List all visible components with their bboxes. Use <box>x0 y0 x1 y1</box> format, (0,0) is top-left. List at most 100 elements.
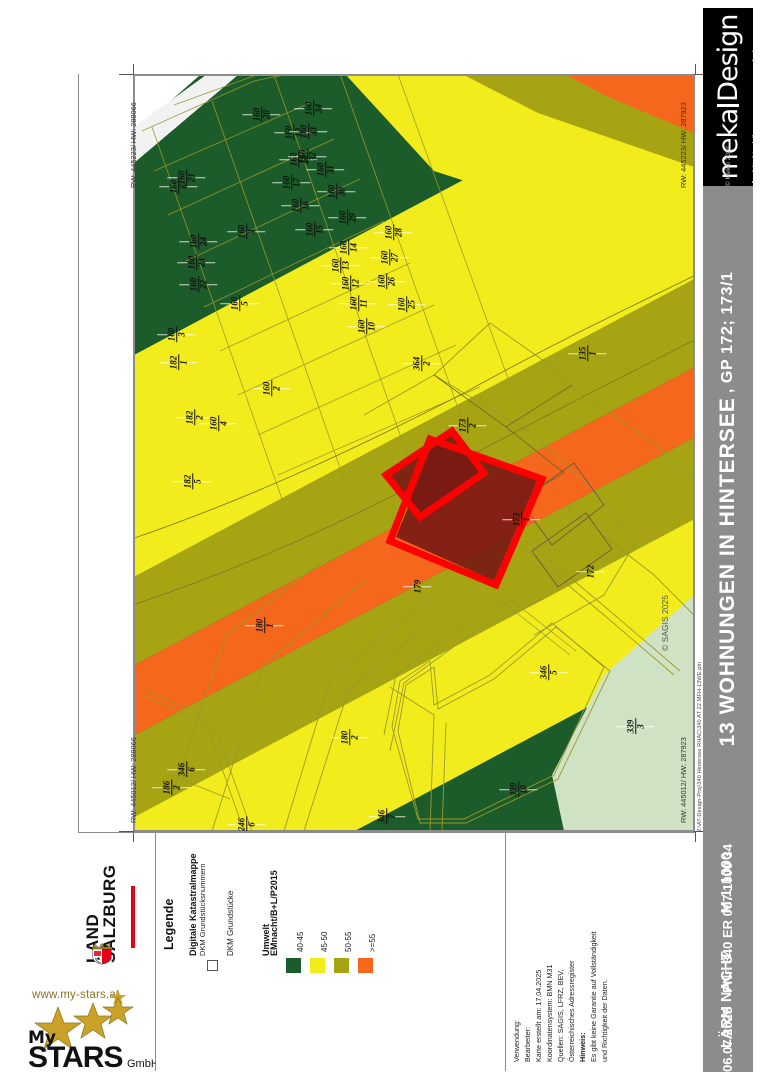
parcel-label: 160 31 <box>306 161 345 178</box>
parcel-label: 339 3 <box>616 718 655 735</box>
legend-swatch-4550 <box>310 958 325 973</box>
parcel-denominator: 10 <box>518 785 529 794</box>
parcel-label: 160 20 <box>242 106 281 123</box>
parcel-label: 160 33 <box>289 123 328 140</box>
legend-group1-item: DKM Grundstücke <box>226 890 235 956</box>
parcel-denominator: 2 <box>421 361 432 366</box>
legend-label-1: 45-50 <box>320 931 329 952</box>
coord-bottom-left: RW: 445012/ HW: 288066 <box>129 737 138 823</box>
svg-text:STARS: STARS <box>28 1041 122 1074</box>
metadata-line-2: Karte erstellt am: 17.04.2025 <box>534 969 543 1062</box>
project-parcels: , GP 172; 173/1 <box>719 271 736 394</box>
parcel-label: 339 10 <box>499 781 538 798</box>
meta-divider <box>505 833 506 1071</box>
legend-swatch-55 <box>358 958 373 973</box>
metadata-line-5: Österreichisches Adressregister <box>567 960 576 1062</box>
legend-swatch-dkm <box>207 960 218 971</box>
parcel-denominator: 7 <box>386 814 397 819</box>
parcel-label: 160 26 <box>367 273 406 290</box>
parcel-denominator: 11 <box>358 299 369 308</box>
logo-bar <box>717 103 739 107</box>
parcel-denominator: 2 <box>467 423 478 428</box>
parcel-denominator: 17 <box>291 178 302 187</box>
parcel-denominator: 29 <box>347 213 358 222</box>
coord-top-right: RW: 445223/ HW: 287923 <box>679 102 688 188</box>
sheet-footer-strip: LÄRM NACHT M 1:1000 06.07.2025 PNr. 340 … <box>703 832 753 1072</box>
parcel-label: 173 2 <box>448 417 487 434</box>
parcel-denominator: 33 <box>308 127 319 136</box>
map-metadata: Verwendung: Bearbeiter: Karte erstellt am:… <box>508 838 698 1070</box>
coord-top-left: RW: 445223/ HW: 288066 <box>129 102 138 188</box>
parcel-label: 172 <box>576 563 605 580</box>
parcel-denominator: 3 <box>635 724 646 729</box>
parcel-label: 160 28 <box>374 224 413 241</box>
parcel-label: 160 10 <box>347 318 386 335</box>
parcel-label: 179 <box>403 578 432 595</box>
tick-br-v <box>695 831 696 842</box>
sheet-date: 06.07.2025 <box>719 1006 735 1072</box>
tick-tl-h <box>119 74 134 75</box>
map-copyright: © SAGIS 2025 <box>660 595 670 651</box>
legend: Legende Digitale Katastralmappe DKM Grun… <box>158 838 503 1070</box>
parcel-label: 160 12 <box>331 275 370 292</box>
metadata-line-0: Verwendung: <box>512 1020 521 1062</box>
legend-label-3: >=55 <box>368 933 377 952</box>
salzburg-accent-rule <box>131 886 135 948</box>
logo-part2: Design <box>712 14 744 102</box>
parcel-denominator: 30 <box>336 187 347 196</box>
sheet-plan-number: PNr. 340 ER 007 1000 34 <box>719 844 735 993</box>
svg-text:My: My <box>28 1028 56 1048</box>
map-view[interactable]: 1602116020160191601816017160161601516014… <box>133 74 695 832</box>
metadata-line-1: Bearbeiter: <box>523 1026 532 1062</box>
parcel-label: 160 22 <box>179 276 218 293</box>
parcel-denominator: 20 <box>261 110 272 119</box>
parcel-label: 186 2 <box>152 779 191 796</box>
legend-group1-title: Digitale Katastralmappe <box>188 853 198 956</box>
land-salzburg-logo: LAND SALZBURG <box>83 858 150 968</box>
parcel-label: 160 3 <box>157 326 196 343</box>
parcel-label: 160 17 <box>272 174 311 191</box>
parcel-denominator: 22 <box>198 280 209 289</box>
svg-text:www.my-stars.at: www.my-stars.at <box>31 989 120 1001</box>
parcel-label: 182 1 <box>159 354 198 371</box>
parcel-denominator: 25 <box>406 300 417 309</box>
tick-tr-h <box>694 74 709 75</box>
legend-label-0: 40-45 <box>296 931 305 952</box>
sheet-bottom-rule <box>78 832 695 833</box>
parcel-denominator: 6 <box>186 767 197 772</box>
salzburg-crest-icon <box>89 943 115 965</box>
parcel-label: 364 2 <box>402 355 441 372</box>
parcel-denominator: 4 <box>218 421 229 426</box>
parcel-numerator: 179 <box>412 579 423 594</box>
parcel-denominator: 34 <box>313 104 324 113</box>
parcel-denominator: 31 <box>325 165 336 174</box>
parcel-denominator: 3 <box>246 229 257 234</box>
parcel-denominator: 3 <box>176 332 187 337</box>
architect-logo: meka Design www.mekal.eu Architekturbüro … <box>703 8 753 186</box>
legend-group1-subtitle: DKM Grundstücksnummern <box>198 863 207 956</box>
metadata-line-6: Hinweis: <box>578 1032 587 1062</box>
parcel-denominator: 15 <box>314 225 325 234</box>
metadata-line-4: Quellen: SAGIS, LFRZ, BEV, <box>556 969 565 1062</box>
parcel-denominator: 6 <box>178 184 189 189</box>
parcel-label: 160 6 <box>159 178 198 195</box>
metadata-line-3: Koordinatensystem: BMN M31 <box>545 964 554 1062</box>
parcel-denominator: 1 <box>178 360 189 365</box>
parcel-label: 160 4 <box>199 415 238 432</box>
tick-bl-h <box>119 831 134 832</box>
parcel-label: 173 1 <box>502 511 541 528</box>
parcel-denominator: 1 <box>587 351 598 356</box>
parcel-label: 246 6 <box>227 816 266 831</box>
parcel-denominator: 14 <box>348 243 359 252</box>
parcel-label: 160 27 <box>370 249 409 266</box>
parcel-denominator: 2 <box>349 735 360 740</box>
parcel-denominator: 16 <box>300 201 311 210</box>
parcel-denominator: 1 <box>521 517 532 522</box>
parcel-denominator: 6 <box>246 822 257 827</box>
parcel-label: 160 23 <box>177 254 216 271</box>
logo-subtitle: Architekturbüro <box>751 126 753 185</box>
parcel-denominator: 5 <box>192 479 203 484</box>
parcel-denominator: 24 <box>198 237 209 246</box>
parcel-label: 160 14 <box>329 239 368 256</box>
